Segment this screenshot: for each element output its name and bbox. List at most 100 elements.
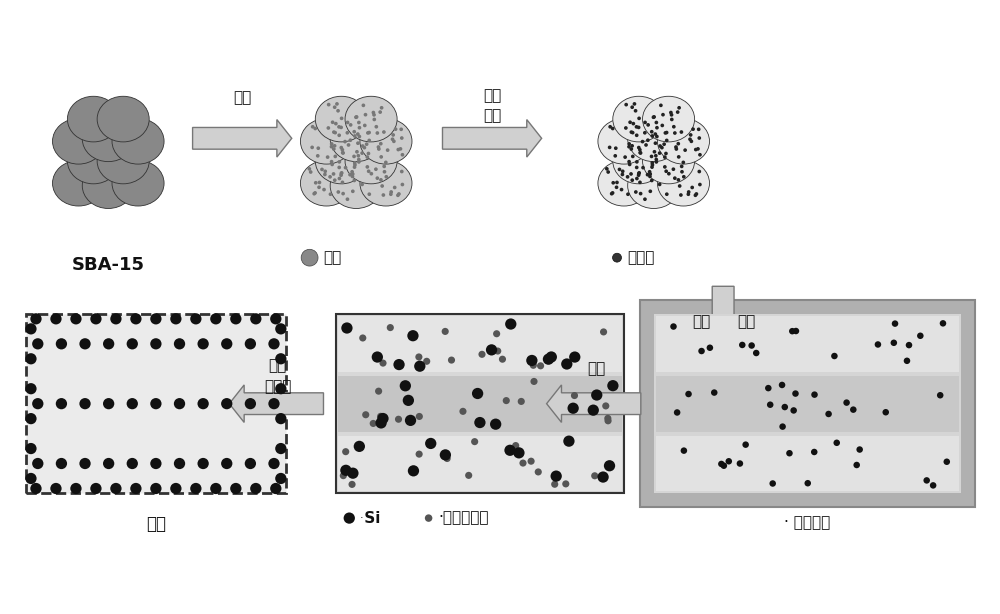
Circle shape xyxy=(110,483,122,494)
Text: 加热: 加热 xyxy=(737,314,755,329)
Circle shape xyxy=(341,148,344,152)
Ellipse shape xyxy=(657,160,709,206)
Circle shape xyxy=(365,155,369,159)
Circle shape xyxy=(677,178,680,182)
Bar xyxy=(338,316,622,371)
Circle shape xyxy=(628,163,632,166)
Circle shape xyxy=(374,168,378,171)
Circle shape xyxy=(630,106,634,109)
Circle shape xyxy=(275,353,286,365)
Circle shape xyxy=(392,139,396,143)
Circle shape xyxy=(360,182,364,186)
Circle shape xyxy=(327,103,331,106)
Circle shape xyxy=(677,155,681,159)
Circle shape xyxy=(245,458,256,469)
Circle shape xyxy=(342,448,349,455)
Circle shape xyxy=(354,441,365,452)
Circle shape xyxy=(270,483,281,494)
Circle shape xyxy=(366,131,370,134)
Circle shape xyxy=(350,170,354,174)
Circle shape xyxy=(591,472,598,480)
Circle shape xyxy=(670,113,673,117)
Circle shape xyxy=(127,458,138,469)
Circle shape xyxy=(56,398,67,410)
Circle shape xyxy=(790,407,797,414)
Circle shape xyxy=(353,165,356,169)
Text: · 金属原子: · 金属原子 xyxy=(784,515,831,530)
Circle shape xyxy=(346,197,349,201)
Circle shape xyxy=(653,132,657,136)
Circle shape xyxy=(389,192,393,196)
Circle shape xyxy=(379,178,383,182)
Circle shape xyxy=(546,351,557,363)
Circle shape xyxy=(382,165,386,168)
Circle shape xyxy=(654,160,658,164)
Circle shape xyxy=(323,173,327,176)
Circle shape xyxy=(661,113,665,117)
Circle shape xyxy=(314,181,318,185)
Circle shape xyxy=(917,333,924,339)
Circle shape xyxy=(70,313,82,324)
Circle shape xyxy=(930,482,936,489)
Circle shape xyxy=(673,131,677,135)
Circle shape xyxy=(694,148,698,152)
Circle shape xyxy=(635,160,639,164)
Circle shape xyxy=(341,192,345,195)
Circle shape xyxy=(833,440,840,446)
Circle shape xyxy=(174,458,185,469)
Circle shape xyxy=(644,143,648,147)
Circle shape xyxy=(664,131,667,134)
Circle shape xyxy=(672,168,675,171)
Circle shape xyxy=(363,123,367,127)
Circle shape xyxy=(268,458,280,469)
Circle shape xyxy=(637,171,641,175)
Circle shape xyxy=(643,131,647,134)
Circle shape xyxy=(677,106,681,110)
Circle shape xyxy=(130,313,142,324)
Ellipse shape xyxy=(657,119,709,164)
Circle shape xyxy=(377,147,381,151)
Circle shape xyxy=(339,172,343,176)
Circle shape xyxy=(551,481,558,488)
Circle shape xyxy=(340,171,344,175)
Circle shape xyxy=(268,398,280,410)
Circle shape xyxy=(624,126,628,130)
Circle shape xyxy=(588,405,599,416)
Circle shape xyxy=(674,147,678,151)
Circle shape xyxy=(393,185,397,189)
Circle shape xyxy=(230,313,241,324)
Circle shape xyxy=(25,383,37,394)
Ellipse shape xyxy=(315,96,367,142)
Circle shape xyxy=(414,360,425,372)
Circle shape xyxy=(370,172,373,176)
Circle shape xyxy=(341,322,353,333)
Circle shape xyxy=(748,342,755,349)
Circle shape xyxy=(646,123,650,126)
Text: Si: Si xyxy=(359,511,381,526)
Circle shape xyxy=(440,449,451,460)
Circle shape xyxy=(332,147,336,151)
Circle shape xyxy=(655,121,658,125)
Circle shape xyxy=(332,172,335,176)
Circle shape xyxy=(316,146,320,150)
Circle shape xyxy=(660,146,664,149)
Circle shape xyxy=(856,446,863,453)
Circle shape xyxy=(316,154,320,158)
Circle shape xyxy=(340,465,352,476)
Circle shape xyxy=(681,448,687,454)
Circle shape xyxy=(906,342,912,348)
Circle shape xyxy=(352,179,356,182)
Circle shape xyxy=(626,192,630,196)
Circle shape xyxy=(348,481,356,488)
Circle shape xyxy=(347,143,350,147)
Circle shape xyxy=(356,154,360,158)
Circle shape xyxy=(535,468,542,475)
Circle shape xyxy=(382,193,385,197)
Circle shape xyxy=(627,142,631,146)
Circle shape xyxy=(782,404,788,410)
Ellipse shape xyxy=(67,96,119,142)
Circle shape xyxy=(50,313,62,324)
Circle shape xyxy=(779,424,786,430)
Circle shape xyxy=(793,328,799,334)
Ellipse shape xyxy=(628,163,680,209)
